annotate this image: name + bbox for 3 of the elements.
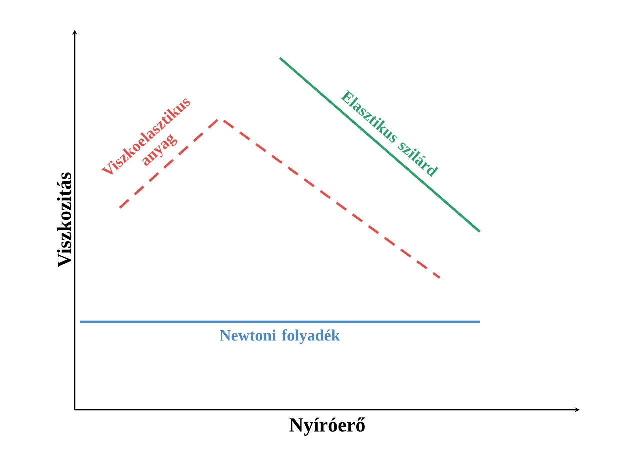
series-label: Newtoni folyadék <box>220 330 340 344</box>
y-axis-title: Viszkozitás <box>57 172 72 268</box>
x-axis-title: Nyíróerő <box>290 418 366 436</box>
